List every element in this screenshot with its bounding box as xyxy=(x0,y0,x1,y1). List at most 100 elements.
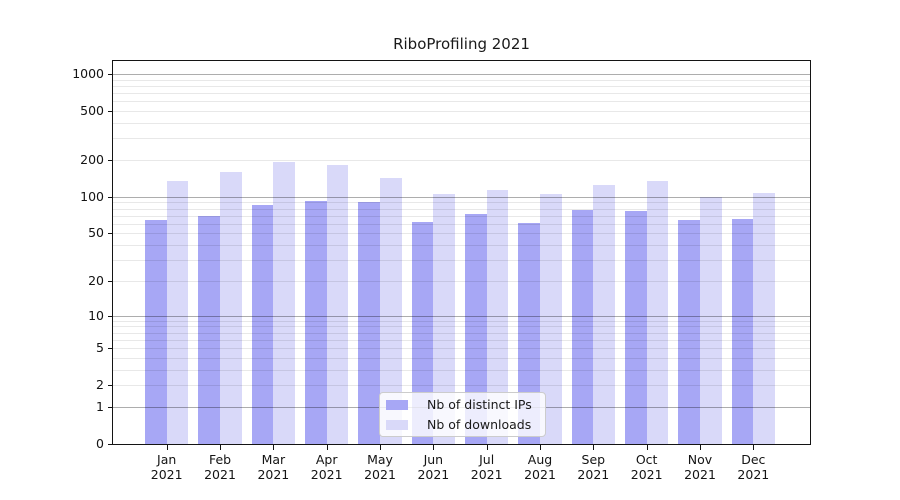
y-tick-label: 5 xyxy=(96,340,104,356)
legend: Nb of distinct IPs Nb of downloads xyxy=(379,392,546,437)
bar-distinct-ips-may xyxy=(358,202,381,444)
minor-gridline xyxy=(113,233,810,235)
y-tick-mark xyxy=(108,111,113,113)
bar-downloads-nov xyxy=(700,196,722,444)
x-tick-label: Mar 2021 xyxy=(241,452,305,482)
minor-gridline xyxy=(113,208,810,210)
y-tick-mark xyxy=(108,74,113,76)
x-tick-year: 2021 xyxy=(204,467,236,482)
legend-swatch-downloads-icon xyxy=(386,419,408,430)
x-tick-year: 2021 xyxy=(310,467,343,482)
x-tick-mark xyxy=(433,445,435,450)
x-tick-mark xyxy=(326,445,328,450)
x-tick-year: 2021 xyxy=(684,467,716,482)
x-tick-mark xyxy=(220,445,222,450)
x-tick-mark xyxy=(646,445,648,450)
y-tick-label: 10 xyxy=(88,307,104,323)
minor-gridline xyxy=(113,326,810,328)
bar-downloads-oct xyxy=(646,180,669,444)
major-gridline xyxy=(113,74,810,76)
minor-gridline xyxy=(113,332,810,334)
bar-distinct-ips-jan xyxy=(144,220,167,444)
y-tick-label: 20 xyxy=(88,272,104,288)
bar-downloads-sep xyxy=(593,185,616,444)
minor-gridline xyxy=(113,245,810,247)
x-tick-label: Dec 2021 xyxy=(721,452,785,482)
x-tick-label: Jan 2021 xyxy=(135,452,199,482)
x-tick-label: Jul 2021 xyxy=(455,452,519,482)
x-tick-label: Feb 2021 xyxy=(188,452,252,482)
x-tick-label: Nov 2021 xyxy=(668,452,732,482)
x-tick-mark xyxy=(753,445,755,450)
x-tick-year: 2021 xyxy=(630,467,663,482)
x-tick-mark xyxy=(273,445,275,450)
legend-label-distinct-ips: Nb of distinct IPs xyxy=(427,397,532,412)
minor-gridline xyxy=(113,369,810,371)
legend-label-downloads: Nb of downloads xyxy=(427,417,532,432)
minor-gridline xyxy=(113,79,810,81)
minor-gridline xyxy=(113,202,810,204)
y-tick-label: 200 xyxy=(80,152,104,168)
y-tick-mark xyxy=(108,385,113,387)
bar-downloads-jan xyxy=(166,181,189,444)
y-tick-label: 1 xyxy=(96,398,104,414)
minor-gridline xyxy=(113,348,810,350)
minor-gridline xyxy=(113,93,810,95)
y-tick-mark xyxy=(108,160,113,162)
x-tick-year: 2021 xyxy=(524,467,556,482)
y-tick-mark xyxy=(108,348,113,350)
x-tick-year: 2021 xyxy=(257,467,290,482)
minor-gridline xyxy=(113,123,810,125)
bar-distinct-ips-jun xyxy=(411,222,434,444)
y-tick-label: 0 xyxy=(96,436,104,451)
minor-gridline xyxy=(113,101,810,103)
legend-item-distinct-ips: Nb of distinct IPs xyxy=(386,396,539,413)
x-tick-mark xyxy=(593,445,595,450)
y-tick-mark xyxy=(108,315,113,317)
x-tick-label: May 2021 xyxy=(348,452,412,482)
bar-downloads-dec xyxy=(753,192,776,444)
x-tick-label: Jun 2021 xyxy=(401,452,465,482)
bar-distinct-ips-mar xyxy=(251,204,274,444)
x-tick-year: 2021 xyxy=(577,467,610,482)
x-tick-label: Oct 2021 xyxy=(615,452,679,482)
y-tick-label: 1000 xyxy=(72,66,104,82)
y-tick-label: 500 xyxy=(80,103,104,119)
x-tick-mark xyxy=(380,445,382,450)
minor-gridline xyxy=(113,111,810,113)
y-tick-label: 100 xyxy=(80,188,104,204)
legend-item-downloads: Nb of downloads xyxy=(386,416,539,433)
bar-distinct-ips-apr xyxy=(304,201,327,444)
x-tick-year: 2021 xyxy=(737,467,770,482)
y-tick-label: 50 xyxy=(88,225,104,241)
minor-gridline xyxy=(113,385,810,387)
bar-distinct-ips-jul xyxy=(464,214,487,444)
minor-gridline xyxy=(113,138,810,140)
x-tick-label: Apr 2021 xyxy=(295,452,359,482)
bar-downloads-mar xyxy=(273,161,296,444)
minor-gridline xyxy=(113,85,810,87)
legend-swatch-distinct-ips-icon xyxy=(386,399,408,410)
bar-downloads-jul xyxy=(486,189,509,444)
x-tick-mark xyxy=(540,445,541,450)
y-tick-mark xyxy=(108,233,113,235)
minor-gridline xyxy=(113,160,810,162)
y-tick-mark xyxy=(108,406,113,408)
bar-distinct-ips-sep xyxy=(571,210,594,444)
bar-distinct-ips-dec xyxy=(731,218,754,444)
minor-gridline xyxy=(113,260,810,262)
minor-gridline xyxy=(113,339,810,341)
bar-downloads-may xyxy=(380,178,402,444)
minor-gridline xyxy=(113,320,810,322)
x-tick-mark xyxy=(700,445,701,450)
bar-downloads-aug xyxy=(540,193,562,444)
y-tick-mark xyxy=(108,196,113,198)
minor-gridline xyxy=(113,357,810,359)
bar-distinct-ips-feb xyxy=(198,216,221,444)
chart-title: RiboProfiling 2021 xyxy=(393,35,530,53)
major-gridline xyxy=(113,196,810,198)
x-tick-year: 2021 xyxy=(150,467,183,482)
y-tick-mark xyxy=(108,280,113,282)
x-tick-label: Sep 2021 xyxy=(561,452,625,482)
